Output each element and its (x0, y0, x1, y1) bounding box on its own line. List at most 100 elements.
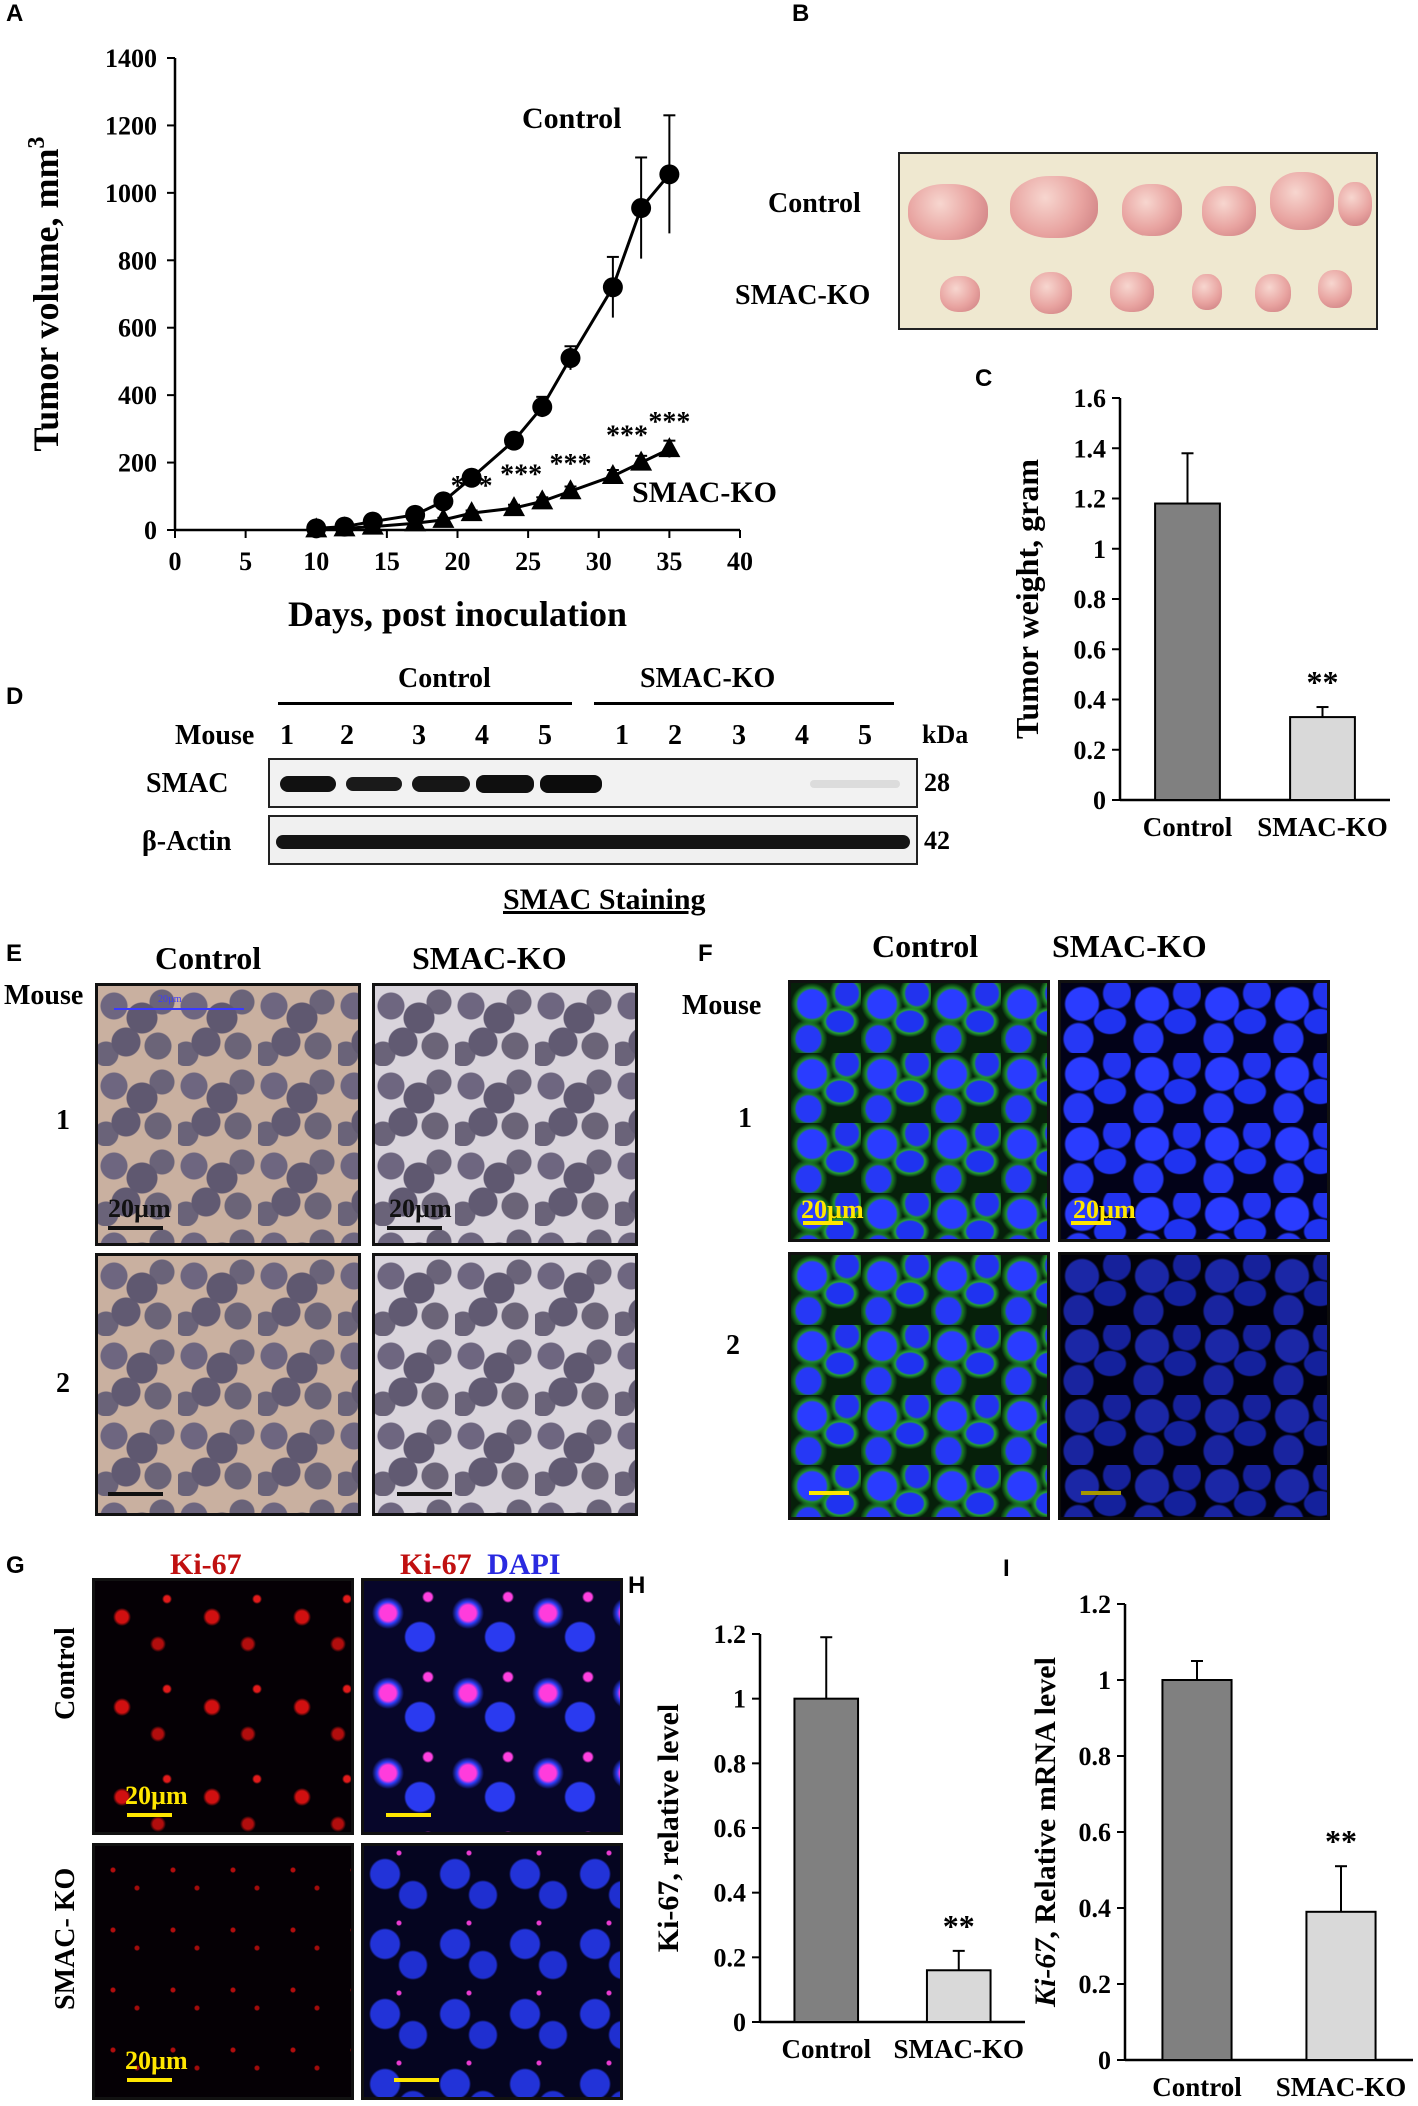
scale-bar (127, 2078, 172, 2082)
data-point (503, 496, 525, 517)
g-col-ki67: Ki-67 (170, 1548, 242, 1581)
x-tick-label: 30 (586, 547, 612, 576)
data-point (602, 277, 623, 298)
x-category-label: SMAC-KO (894, 2034, 1025, 2064)
blot-row-label-actin: β-Actin (142, 826, 232, 857)
panel-label-c: C (975, 365, 993, 392)
lane-number: 4 (795, 720, 809, 751)
scale-bar (394, 2078, 439, 2082)
scale-bar (1071, 1221, 1111, 1225)
bar-smac-ko (1305, 1910, 1377, 2061)
data-point (601, 464, 624, 485)
panel-label-b: B (792, 0, 810, 27)
f-row-2: 2 (726, 1330, 740, 1361)
bar-control (1154, 502, 1221, 801)
panel-label-d: D (6, 683, 24, 710)
f-col-control: Control (872, 928, 979, 964)
y-axis-label-rest: , Relative mRNA level (1029, 1657, 1062, 1939)
ki67-dapi-control (361, 1578, 623, 1835)
blot-strip-actin (268, 815, 918, 865)
y-tick-label: 1 (1098, 1666, 1111, 1695)
panel-label-a: A (6, 0, 24, 27)
y-tick-label: 800 (118, 246, 157, 275)
data-point (433, 491, 454, 512)
lane-number: 5 (858, 720, 872, 751)
inner-scale-line (114, 1008, 244, 1010)
tumor-control-5 (1270, 172, 1334, 230)
if-control-mouse2 (788, 1252, 1050, 1520)
blot-group-line-ko (594, 702, 894, 705)
g-col-merge-ki67: Ki-67 (400, 1548, 472, 1581)
significance-label: *** (606, 421, 648, 452)
if-control-mouse1: 20µm (788, 980, 1050, 1242)
x-tick-label: 10 (303, 547, 329, 576)
blot-band (276, 835, 910, 849)
y-tick-label: 0 (1093, 786, 1106, 815)
scale-bar (108, 1492, 163, 1496)
scale-label: 20µm (125, 2046, 188, 2075)
lane-number: 1 (615, 720, 629, 751)
scale-bar (386, 1813, 431, 1817)
lane-number: 1 (280, 720, 294, 751)
panel-label-f: F (698, 940, 713, 967)
if-ko-mouse1: 20µm (1058, 980, 1330, 1242)
tumor-ko-5 (1255, 274, 1291, 312)
x-tick-label: 25 (515, 547, 541, 576)
blot-strip-smac (268, 758, 918, 808)
bar-smac-ko (925, 1969, 992, 2023)
y-tick-label: 0 (1098, 2046, 1111, 2075)
significance-label: *** (648, 407, 690, 438)
g-col-merge: Ki-67 DAPI (400, 1548, 561, 1582)
data-point (432, 507, 455, 528)
lane-number: 3 (412, 720, 426, 751)
g-row-ko: SMAC- KO (50, 1867, 81, 2010)
significance-label: ** (943, 1908, 975, 1944)
chart-a-growth: 0 200 400 600 800 1000 1200 1400 0 5 10 15 20 25 30 35 4… (24, 44, 777, 634)
data-point (560, 348, 581, 369)
lane-number: 2 (340, 720, 354, 751)
scale-bar (803, 1221, 843, 1225)
blot-mouse-label: Mouse (175, 720, 255, 751)
scale-bar (809, 1491, 849, 1495)
x-category-label: Control (1152, 2072, 1242, 2102)
significance-label: *** (451, 471, 493, 502)
if-ko-mouse2 (1058, 1252, 1330, 1520)
tumor-ko-2 (1030, 272, 1072, 314)
blot-band (540, 775, 602, 793)
scale-bar (1081, 1491, 1121, 1495)
y-axis-label: Ki-67, relative level (652, 1704, 685, 1953)
bar-control (793, 1697, 860, 2024)
ki67-dapi-ko (361, 1843, 623, 2100)
x-tick-label: 0 (169, 547, 182, 576)
y-tick-label: 0.6 (714, 1814, 747, 1843)
y-tick-label: 0.8 (1079, 1742, 1112, 1771)
inner-scale-text: 20µm (158, 994, 182, 1005)
data-point (333, 516, 356, 537)
scale-bar (397, 1492, 452, 1496)
y-tick-label: 1.6 (1074, 384, 1107, 413)
y-tick-label: 0 (144, 516, 157, 545)
chart-i-ki67-mrna: 0 0.2 0.4 0.6 0.8 1 1.2 Control SMAC-KO ** Ki-67, … (1029, 1590, 1413, 2102)
panel-b-label-ko: SMAC-KO (735, 280, 871, 311)
blot-band (280, 776, 336, 792)
f-row-1: 1 (738, 1103, 752, 1134)
blot-band (412, 776, 470, 792)
g-row-control: Control (50, 1627, 81, 1720)
bar-control (1161, 1679, 1233, 2061)
y-axis-label-gene: Ki-67 (1029, 1938, 1062, 2008)
blot-kda-smac: 28 (924, 768, 950, 797)
lane-number: 2 (668, 720, 682, 751)
data-point (461, 467, 482, 488)
panel-b-label-control: Control (768, 188, 861, 219)
blot-band-faint (810, 780, 900, 788)
x-category-label: Control (1143, 812, 1233, 842)
e-col-control: Control (155, 940, 262, 976)
data-point (305, 517, 328, 538)
y-axis-label-sup: 3 (24, 136, 50, 148)
chart-h-ki67-protein: 0 0.2 0.4 0.6 0.8 1 1.2 Control SMAC-KO ** Ki-67, … (652, 1620, 1025, 2064)
data-point (361, 514, 384, 535)
x-tick-label: 40 (727, 547, 753, 576)
data-point (460, 501, 483, 522)
tumor-control-2 (1010, 176, 1098, 238)
y-tick-label: 1 (733, 1685, 746, 1714)
